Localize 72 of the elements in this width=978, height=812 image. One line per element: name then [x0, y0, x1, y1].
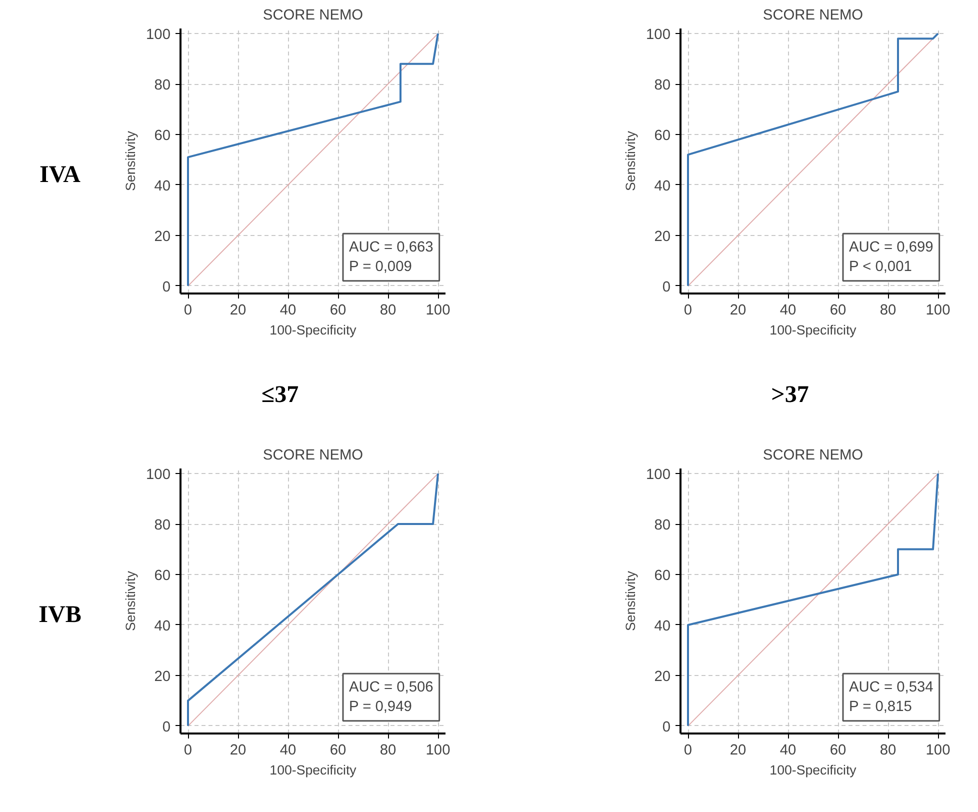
y-tick-label: 40: [154, 618, 171, 634]
text: >37: [771, 380, 809, 410]
x-tick-label: 20: [730, 302, 746, 318]
x-tick-label: 40: [780, 742, 796, 758]
chart-title: SCORE NEMO: [762, 8, 864, 24]
chart-title: SCORE NEMO: [762, 448, 864, 464]
x-tick-label: 60: [830, 742, 846, 758]
chart-title: SCORE NEMO: [262, 8, 364, 24]
x-tick-label: 100: [926, 742, 950, 758]
y-tick-label: 40: [654, 618, 671, 634]
y-tick-label: 40: [154, 178, 171, 194]
x-tick-label: 20: [230, 742, 246, 758]
y-tick-label: 80: [154, 78, 171, 94]
text: ≤37: [261, 380, 299, 410]
x-tick-label: 0: [184, 742, 192, 758]
y-tick-label: 60: [154, 568, 171, 584]
y-tick-label: 100: [646, 467, 671, 484]
y-axis-title: Sensitivity: [623, 130, 638, 191]
x-tick-label: 60: [330, 742, 346, 758]
y-axis-title: Sensitivity: [123, 130, 138, 191]
x-tick-label: 0: [184, 302, 192, 318]
x-axis-title: 100-Specificity: [270, 762, 357, 778]
y-tick-label: 0: [662, 719, 671, 736]
y-tick-label: 40: [654, 178, 671, 194]
x-tick-label: 0: [684, 302, 692, 318]
text: IVA: [40, 160, 80, 190]
y-tick-label: 0: [162, 719, 171, 736]
x-tick-label: 80: [880, 742, 896, 758]
x-axis-title: 100-Specificity: [770, 322, 857, 338]
y-tick-label: 100: [146, 27, 171, 44]
y-axis-title: Sensitivity: [123, 570, 138, 631]
x-axis-title: 100-Specificity: [270, 322, 357, 338]
annotation: P < 0,001: [849, 258, 912, 275]
y-axis-title: Sensitivity: [623, 570, 638, 631]
x-tick-label: 100: [426, 742, 450, 758]
x-tick-label: 100: [426, 302, 450, 318]
x-tick-label: 60: [330, 302, 346, 318]
annotation: P = 0,009: [349, 258, 412, 275]
chart-title: SCORE NEMO: [262, 448, 364, 464]
x-tick-label: 40: [280, 742, 296, 758]
y-tick-label: 0: [662, 279, 671, 296]
y-tick-label: 0: [162, 279, 171, 296]
y-tick-label: 60: [654, 128, 671, 144]
y-tick-label: 100: [146, 467, 171, 484]
x-tick-label: 80: [880, 302, 896, 318]
y-tick-label: 20: [154, 228, 171, 245]
annotation: AUC = 0,506: [349, 680, 434, 696]
annotation: AUC = 0,534: [849, 680, 934, 696]
y-tick-label: 20: [654, 228, 671, 245]
y-tick-label: 80: [654, 78, 671, 94]
annotation: AUC = 0,699: [849, 240, 934, 256]
annotation: P = 0,949: [349, 698, 412, 715]
x-tick-label: 60: [830, 302, 846, 318]
x-tick-label: 40: [780, 302, 796, 318]
x-tick-label: 80: [380, 302, 396, 318]
y-tick-label: 20: [154, 668, 171, 685]
y-tick-label: 60: [654, 568, 671, 584]
text: IVB: [38, 600, 82, 630]
y-tick-label: 20: [654, 668, 671, 685]
x-tick-label: 20: [230, 302, 246, 318]
annotation: AUC = 0,663: [349, 240, 434, 256]
x-tick-label: 0: [684, 742, 692, 758]
x-axis-title: 100-Specificity: [770, 762, 857, 778]
annotation: P = 0,815: [849, 698, 912, 715]
x-tick-label: 40: [280, 302, 296, 318]
x-tick-label: 80: [380, 742, 396, 758]
y-tick-label: 100: [646, 27, 671, 44]
y-tick-label: 60: [154, 128, 171, 144]
y-tick-label: 80: [154, 518, 171, 534]
x-tick-label: 20: [730, 742, 746, 758]
x-tick-label: 100: [926, 302, 950, 318]
y-tick-label: 80: [654, 518, 671, 534]
